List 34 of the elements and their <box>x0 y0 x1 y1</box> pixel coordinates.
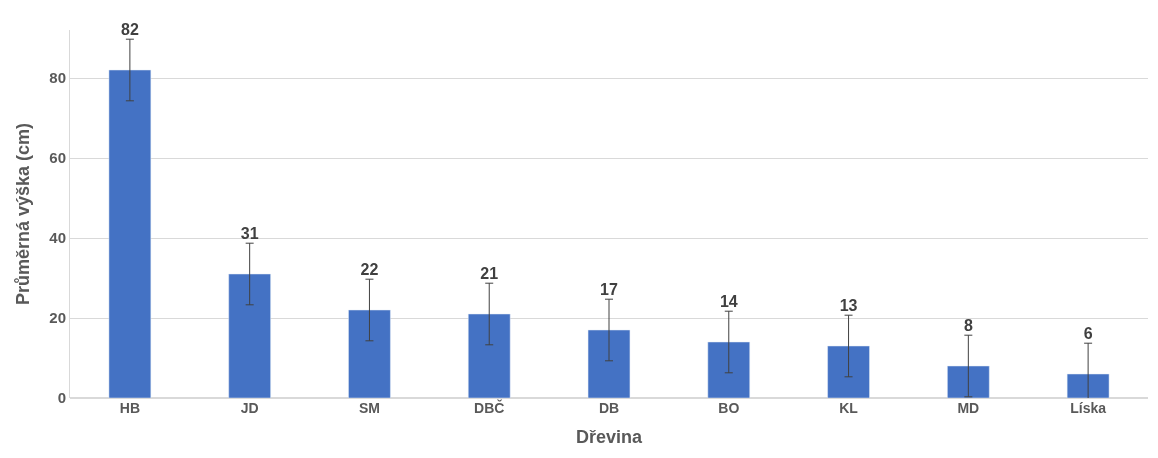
data-label: 22 <box>360 261 379 279</box>
x-tick-label: DB <box>598 400 620 416</box>
y-tick-label: 20 <box>49 309 66 327</box>
x-axis-title: Dřevina <box>575 427 643 448</box>
x-tick-label: BO <box>718 400 740 416</box>
x-tick-label: MD <box>957 400 980 416</box>
bar <box>587 329 631 398</box>
y-tick-label: 60 <box>49 149 66 167</box>
bar <box>707 341 750 398</box>
data-label: 6 <box>1083 325 1093 343</box>
data-label: 82 <box>120 21 139 39</box>
data-label: 13 <box>839 297 858 315</box>
data-label: 17 <box>600 281 618 299</box>
data-label: 8 <box>963 317 973 335</box>
x-tick-label: JD <box>240 400 259 416</box>
data-label: 21 <box>480 265 499 283</box>
bar <box>827 345 870 398</box>
bar <box>1066 373 1110 398</box>
data-label: 31 <box>240 225 259 243</box>
y-tick-label: 0 <box>57 389 66 407</box>
y-axis-title: Průměrná výška (cm) <box>12 122 33 306</box>
x-tick-label: DBČ <box>474 399 505 416</box>
bar <box>108 69 152 398</box>
y-tick-label: 80 <box>49 69 66 87</box>
bar <box>947 365 990 398</box>
y-tick-label: 40 <box>49 229 66 247</box>
bar <box>348 309 391 398</box>
bar <box>228 273 271 398</box>
x-tick-label: KL <box>839 400 859 416</box>
data-label: 14 <box>719 293 738 311</box>
x-tick-label: Líska <box>1070 400 1107 416</box>
x-tick-label: HB <box>119 400 141 416</box>
bar <box>468 313 511 398</box>
x-tick-label: SM <box>358 400 380 416</box>
